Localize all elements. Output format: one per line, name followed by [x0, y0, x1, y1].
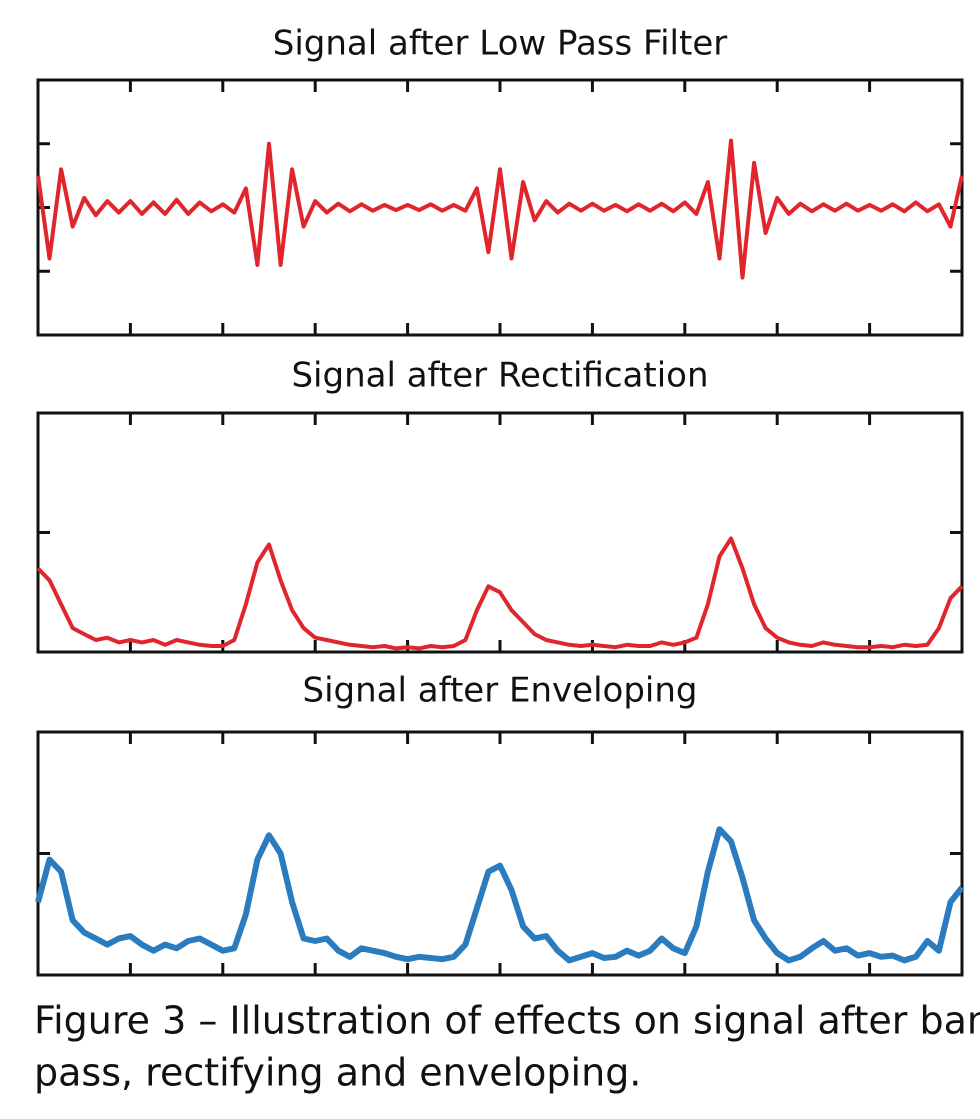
chart-title: Signal after Low Pass Filter [273, 24, 728, 64]
caption-line: pass, rectifying and enveloping. [34, 1051, 641, 1095]
caption-line: Figure 3 – Illustration of effects on si… [34, 999, 980, 1043]
signal-line [36, 138, 964, 280]
chart-title: Signal after Enveloping [303, 671, 698, 711]
plot-frame [36, 411, 964, 654]
signal-line [35, 826, 965, 964]
signal-line [36, 536, 964, 651]
plot-frame [36, 78, 964, 337]
chart-title: Signal after Rectification [291, 356, 708, 396]
